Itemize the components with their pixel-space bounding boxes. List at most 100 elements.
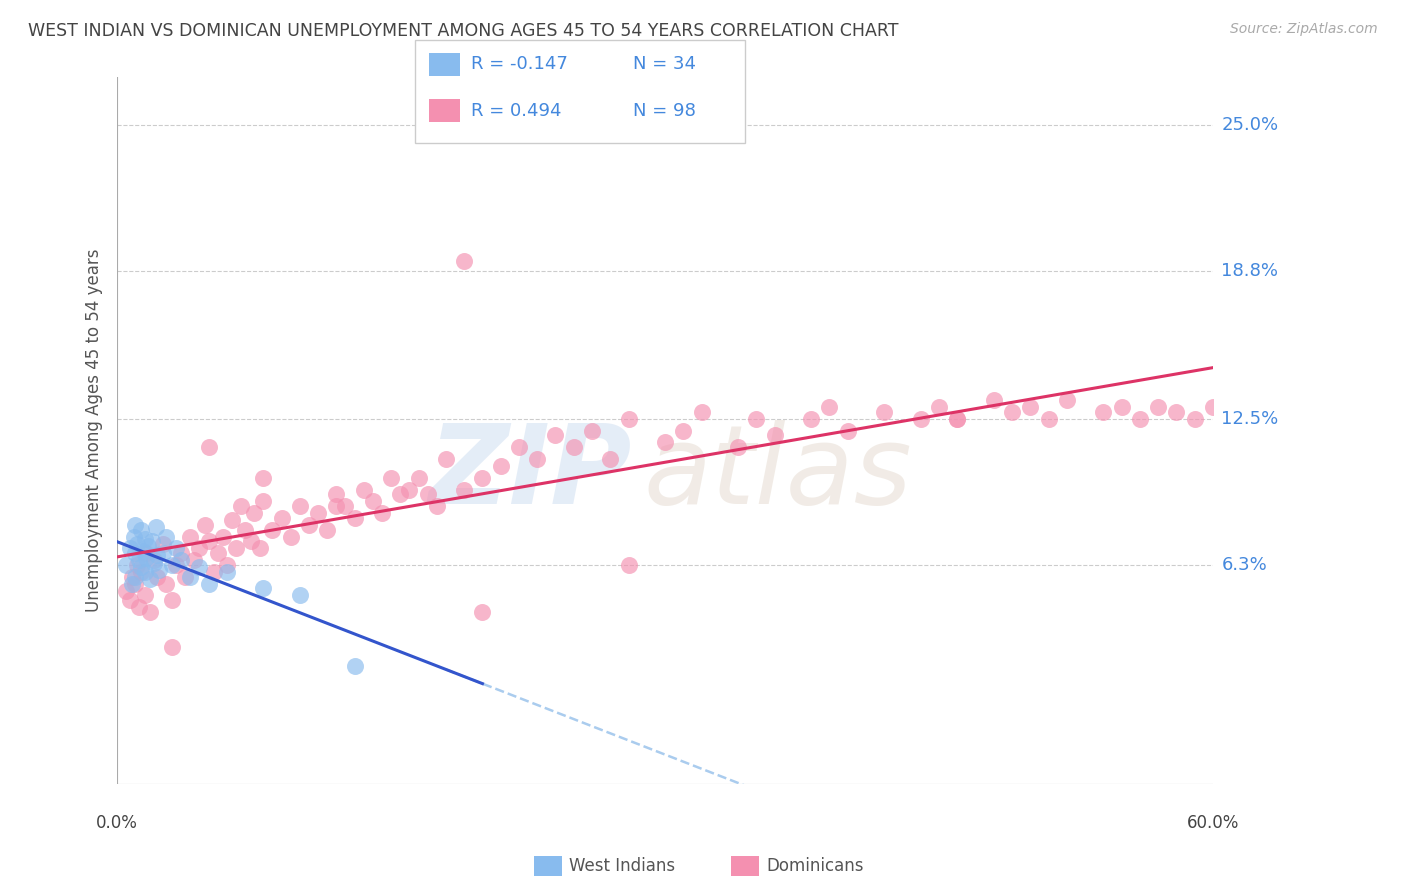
Point (129, 523, 152, 537)
Point (221, 513, 243, 527)
Point (298, 517, 321, 532)
Point (1092, 405, 1115, 419)
Point (508, 440, 530, 454)
Point (928, 400, 950, 414)
Point (197, 534, 219, 549)
Text: 25.0%: 25.0% (1222, 116, 1278, 134)
Point (335, 499, 357, 513)
Point (252, 471, 274, 485)
Point (581, 424, 603, 438)
Text: N = 34: N = 34 (633, 55, 696, 73)
Point (139, 605, 162, 619)
Text: 6.3%: 6.3% (1222, 556, 1267, 574)
Point (1019, 400, 1042, 414)
Text: 18.8%: 18.8% (1222, 261, 1278, 279)
Point (343, 510, 366, 524)
Point (134, 565, 156, 579)
Point (910, 412, 932, 426)
Point (471, 471, 494, 485)
Point (135, 550, 157, 565)
Point (562, 440, 585, 454)
Point (1184, 412, 1206, 426)
Point (146, 569, 169, 583)
Point (124, 546, 146, 560)
Point (1166, 405, 1188, 419)
Point (142, 553, 165, 567)
Point (215, 565, 238, 579)
Point (1001, 405, 1024, 419)
Point (165, 541, 187, 556)
Point (489, 458, 512, 473)
Point (288, 499, 311, 513)
Point (946, 412, 969, 426)
Point (134, 532, 156, 546)
Point (188, 560, 211, 574)
Point (129, 560, 152, 574)
Point (127, 558, 149, 572)
Point (1056, 392, 1078, 407)
Point (118, 593, 141, 607)
Y-axis label: Unemployment Among Ages 45 to 54 years: Unemployment Among Ages 45 to 54 years (86, 249, 103, 613)
Point (188, 541, 211, 556)
Point (270, 510, 292, 524)
Point (307, 506, 329, 520)
Point (252, 494, 274, 508)
Point (1038, 412, 1060, 426)
Point (617, 412, 640, 426)
Text: WEST INDIAN VS DOMINICAN UNEMPLOYMENT AMONG AGES 45 TO 54 YEARS CORRELATION CHAR: WEST INDIAN VS DOMINICAN UNEMPLOYMENT AM… (28, 22, 898, 40)
Point (946, 412, 969, 426)
Text: R = 0.494: R = 0.494 (471, 102, 561, 120)
Text: West Indians: West Indians (569, 857, 675, 875)
Point (152, 546, 174, 560)
Point (252, 582, 274, 596)
Point (243, 506, 266, 520)
Point (983, 392, 1005, 407)
Point (526, 451, 548, 466)
Point (471, 605, 494, 619)
Point (165, 558, 187, 572)
Point (544, 428, 567, 442)
Point (170, 546, 193, 560)
Point (160, 593, 183, 607)
Text: atlas: atlas (643, 419, 911, 526)
Point (225, 541, 247, 556)
Text: N = 98: N = 98 (633, 102, 696, 120)
Point (408, 471, 430, 485)
Point (316, 523, 339, 537)
Point (118, 541, 141, 556)
Point (124, 517, 146, 532)
Point (148, 563, 170, 577)
Point (145, 520, 167, 534)
Point (179, 569, 201, 583)
Point (121, 569, 143, 583)
Point (617, 558, 640, 572)
Point (124, 569, 146, 583)
Point (239, 534, 262, 549)
Point (122, 530, 145, 544)
Text: 12.5%: 12.5% (1222, 409, 1278, 428)
Point (139, 572, 162, 586)
Text: Dominicans: Dominicans (766, 857, 863, 875)
Point (231, 499, 253, 513)
Point (1202, 400, 1225, 414)
Text: 0.0%: 0.0% (96, 814, 138, 832)
Point (426, 499, 449, 513)
Point (115, 583, 138, 598)
Point (179, 530, 201, 544)
Point (343, 659, 366, 673)
Point (155, 530, 177, 544)
Point (128, 600, 150, 615)
Point (389, 487, 412, 501)
Point (129, 565, 152, 579)
Text: ZIP: ZIP (429, 419, 633, 526)
Point (599, 451, 621, 466)
Point (146, 549, 169, 563)
Point (197, 440, 219, 454)
Point (1147, 400, 1170, 414)
Point (194, 517, 217, 532)
Point (233, 523, 256, 537)
Point (124, 576, 146, 591)
Point (141, 534, 163, 549)
Point (380, 471, 402, 485)
Point (800, 412, 823, 426)
